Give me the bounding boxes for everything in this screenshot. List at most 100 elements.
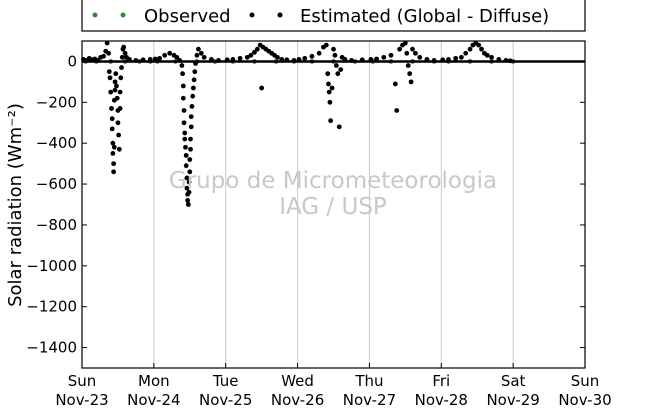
estimated-point bbox=[117, 89, 123, 95]
estimated-point bbox=[110, 140, 116, 146]
estimated-point bbox=[248, 52, 254, 58]
estimated-point bbox=[112, 87, 118, 93]
estimated-point bbox=[326, 89, 332, 95]
estimated-point bbox=[397, 46, 403, 52]
estimated-point bbox=[392, 81, 398, 87]
estimated-point bbox=[374, 56, 380, 62]
estimated-point bbox=[329, 85, 335, 91]
estimated-point bbox=[336, 124, 342, 130]
estimated-point bbox=[118, 75, 124, 81]
estimated-point bbox=[179, 63, 185, 68]
estimated-point bbox=[191, 77, 197, 83]
estimated-point bbox=[109, 106, 114, 111]
estimated-point bbox=[183, 144, 188, 150]
legend-box bbox=[81, 0, 586, 32]
estimated-point bbox=[463, 50, 469, 56]
x-tick-label-day: Wed bbox=[281, 372, 314, 390]
legend-observed-marker bbox=[92, 12, 98, 18]
y-tick-label: −200 bbox=[36, 93, 77, 111]
estimated-point bbox=[180, 71, 186, 77]
estimated-point bbox=[394, 108, 400, 113]
x-tick-label-date: Nov-26 bbox=[271, 391, 324, 409]
estimated-point bbox=[302, 55, 308, 61]
estimated-point bbox=[196, 46, 201, 52]
estimated-point bbox=[106, 69, 112, 75]
x-tick-label-date: Nov-29 bbox=[486, 391, 539, 409]
estimated-point bbox=[332, 52, 338, 58]
estimated-point bbox=[476, 42, 482, 48]
estimated-point bbox=[326, 81, 331, 87]
estimated-point bbox=[184, 175, 190, 181]
estimated-point bbox=[174, 54, 180, 60]
estimated-point bbox=[190, 93, 196, 99]
x-tick-label-day: Sat bbox=[501, 372, 526, 390]
watermark-line-2: IAG / USP bbox=[279, 194, 387, 220]
x-axis: SunNov-23MonNov-24TueNov-25WedNov-26ThuN… bbox=[55, 363, 612, 409]
estimated-point bbox=[162, 52, 168, 58]
estimated-point bbox=[201, 54, 207, 60]
y-tick-label: −800 bbox=[36, 216, 77, 234]
estimated-point bbox=[185, 202, 191, 207]
legend-observed-marker bbox=[120, 12, 126, 18]
estimated-point bbox=[453, 55, 459, 61]
estimated-point bbox=[180, 83, 186, 89]
estimated-point bbox=[186, 179, 192, 185]
estimated-point bbox=[117, 106, 123, 111]
estimated-point bbox=[459, 54, 464, 60]
estimated-point bbox=[109, 116, 115, 122]
estimated-point bbox=[112, 79, 118, 85]
legend-estimated-marker bbox=[277, 12, 283, 18]
y-axis: 0 −200 −400 −600 −800 −1000 −1200 −1400 bbox=[26, 52, 585, 357]
legend-observed-label: Observed bbox=[144, 6, 231, 27]
estimated-point bbox=[119, 65, 124, 70]
y-axis-label: Solar radiation (Wm⁻²) bbox=[5, 103, 26, 307]
estimated-point bbox=[252, 49, 257, 55]
estimated-point bbox=[110, 151, 116, 156]
estimated-point bbox=[185, 198, 191, 203]
x-tick-label-day: Sun bbox=[68, 372, 97, 390]
estimated-point bbox=[109, 126, 115, 132]
estimated-point bbox=[183, 163, 189, 169]
estimated-point bbox=[323, 42, 329, 48]
estimated-point bbox=[181, 120, 187, 126]
x-tick-label-day: Fri bbox=[432, 372, 450, 390]
y-tick-label: 0 bbox=[67, 52, 77, 70]
x-tick-label-date: Nov-30 bbox=[558, 391, 611, 409]
y-tick-label: −1200 bbox=[26, 298, 77, 316]
estimated-point bbox=[116, 146, 122, 152]
watermark-line-1: Grupo de Micrometeorologia bbox=[169, 168, 497, 194]
estimated-point bbox=[115, 120, 121, 126]
estimated-point bbox=[405, 63, 411, 68]
x-tick-label-day: Sun bbox=[571, 372, 600, 390]
x-tick-label-date: Nov-25 bbox=[199, 391, 252, 409]
estimated-point bbox=[407, 71, 413, 77]
estimated-point bbox=[316, 50, 322, 56]
estimated-point bbox=[192, 69, 198, 75]
estimated-point bbox=[408, 79, 414, 85]
estimated-point bbox=[338, 67, 344, 73]
estimated-point bbox=[106, 50, 111, 56]
estimated-point bbox=[167, 50, 173, 56]
watermark: Grupo de Micrometeorologia IAG / USP bbox=[169, 168, 497, 220]
estimated-point bbox=[259, 85, 265, 91]
estimated-point bbox=[254, 46, 260, 52]
estimated-point bbox=[331, 46, 336, 52]
estimated-point bbox=[101, 53, 106, 59]
y-tick-label: −1000 bbox=[26, 257, 77, 275]
estimated-point bbox=[327, 99, 333, 105]
grid-lines bbox=[153, 41, 514, 368]
x-tick-label-date: Nov-24 bbox=[127, 391, 180, 409]
estimated-point bbox=[484, 52, 490, 58]
estimated-point bbox=[187, 169, 193, 175]
estimated-point bbox=[417, 54, 423, 60]
estimated-point bbox=[467, 46, 473, 52]
estimated-point bbox=[122, 50, 128, 56]
estimated-point bbox=[181, 108, 187, 113]
estimated-point bbox=[116, 132, 122, 138]
x-tick-label-day: Mon bbox=[138, 372, 170, 390]
legend-estimated-marker bbox=[249, 12, 255, 18]
estimated-point bbox=[186, 189, 192, 195]
estimated-point bbox=[108, 89, 114, 95]
estimated-point bbox=[335, 71, 341, 77]
